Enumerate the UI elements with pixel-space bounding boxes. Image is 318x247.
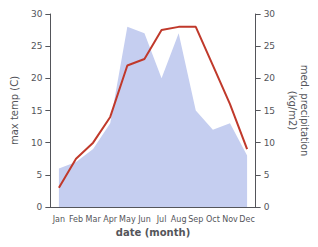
svg-text:Mar: Mar [86, 215, 102, 224]
svg-text:0: 0 [264, 202, 270, 212]
svg-text:15: 15 [31, 106, 42, 116]
svg-text:25: 25 [31, 41, 42, 51]
svg-text:25: 25 [264, 41, 275, 51]
svg-text:May: May [119, 215, 136, 224]
svg-text:20: 20 [264, 73, 276, 83]
svg-text:5: 5 [264, 170, 270, 180]
svg-text:Sep: Sep [188, 215, 203, 224]
svg-text:Nov: Nov [222, 215, 238, 224]
svg-text:date (month): date (month) [116, 227, 190, 238]
svg-text:20: 20 [31, 73, 43, 83]
svg-text:0: 0 [37, 202, 43, 212]
svg-text:Jul: Jul [156, 215, 167, 224]
svg-text:(kg/m2): (kg/m2) [287, 91, 298, 131]
svg-text:Apr: Apr [103, 215, 118, 224]
svg-text:15: 15 [264, 106, 275, 116]
svg-text:Jan: Jan [52, 215, 65, 224]
svg-text:10: 10 [31, 138, 43, 148]
svg-text:30: 30 [31, 9, 43, 19]
svg-text:10: 10 [264, 138, 276, 148]
svg-text:5: 5 [37, 170, 43, 180]
svg-text:Aug: Aug [171, 215, 187, 224]
svg-text:Jun: Jun [137, 215, 151, 224]
svg-text:max temp (C): max temp (C) [9, 76, 20, 145]
svg-text:Oct: Oct [206, 215, 220, 224]
svg-text:Dec: Dec [239, 215, 254, 224]
svg-text:Feb: Feb [69, 215, 83, 224]
svg-text:med. precipitation: med. precipitation [299, 65, 310, 157]
svg-text:30: 30 [264, 9, 276, 19]
